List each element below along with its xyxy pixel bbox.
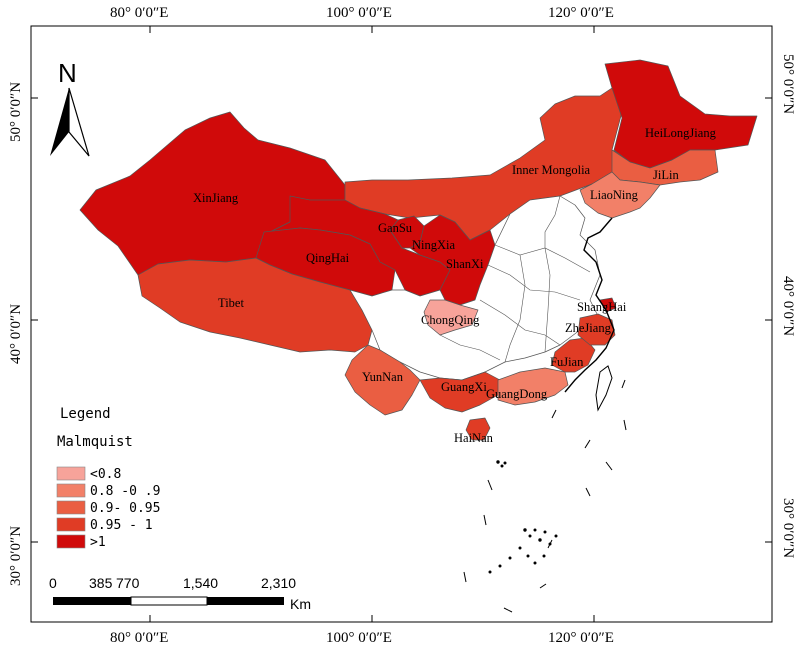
- label-guangdong: GuangDong: [486, 387, 548, 401]
- top-lon-label-80: 80° 0′0″E: [110, 5, 168, 21]
- north-arrow-label: N: [58, 58, 77, 88]
- north-arrow: N: [50, 58, 90, 157]
- legend-swatch-2: [56, 500, 86, 515]
- right-lat-label-40: 40° 0′0″N: [780, 276, 796, 336]
- label-inner-mongolia: Inner Mongolia: [512, 163, 591, 177]
- legend-label-3: 0.95 - 1: [90, 518, 153, 533]
- frame-ticks: [31, 26, 772, 622]
- interior-boundaries: [439, 195, 591, 363]
- north-arrow-left-half: [50, 88, 69, 156]
- top-lon-label-120: 120° 0′0″E: [548, 5, 614, 21]
- scale-label-0: 0: [49, 575, 57, 591]
- legend-swatch-1: [56, 483, 86, 498]
- province-fujian: [551, 337, 596, 373]
- label-qinghai: QingHai: [306, 251, 350, 265]
- legend-subtitle: Malmquist: [57, 434, 133, 450]
- legend-label-4: >1: [90, 535, 106, 550]
- coastline: [564, 217, 615, 393]
- label-shanghai: ShangHai: [577, 300, 627, 314]
- province-labels: XinJiang Tibet QingHai GanSu NingXia Sha…: [193, 126, 717, 445]
- scale-label-1540: 1,540: [183, 575, 218, 591]
- legend-rows: <0.8 0.8 -0 .9 0.9- 0.95 0.95 - 1 >1: [56, 466, 160, 550]
- left-lat-label-30: 30° 0′0″N: [8, 526, 24, 586]
- legend-label-2: 0.9- 0.95: [90, 501, 160, 516]
- province-central-white: [349, 195, 601, 381]
- scale-label-385: 385: [89, 575, 113, 591]
- label-jilin: JiLin: [653, 168, 679, 182]
- label-fujian: FuJian: [550, 355, 584, 369]
- label-heilongjiang: HeiLongJiang: [645, 126, 717, 140]
- province-liaoning: [579, 171, 661, 219]
- label-yunnan: YunNan: [362, 370, 404, 384]
- scale-segment-1: [53, 597, 131, 605]
- left-lat-label-50: 50° 0′0″N: [8, 82, 24, 142]
- scale-segment-3: [207, 597, 284, 605]
- taiwan-outline: [595, 365, 613, 412]
- province-tibet: [137, 257, 373, 353]
- label-zhejiang: ZheJiang: [565, 321, 612, 335]
- province-yunnan: [344, 344, 421, 416]
- label-shanxi: ShanXi: [446, 257, 484, 271]
- scale-bar: 0 385 770 1,540 2,310 Km: [49, 575, 311, 612]
- legend-swatch-0: [56, 466, 86, 481]
- legend-swatch-4: [56, 534, 86, 549]
- province-chongqing: [423, 299, 479, 336]
- scale-unit: Km: [290, 596, 311, 612]
- label-liaoning: LiaoNing: [590, 188, 639, 202]
- legend-label-1: 0.8 -0 .9: [90, 484, 160, 499]
- bottom-lon-label-80: 80° 0′0″E: [110, 630, 168, 646]
- scale-label-770: 770: [116, 575, 140, 591]
- legend-swatch-3: [56, 517, 86, 532]
- scale-segment-2: [130, 596, 208, 606]
- legend-label-0: <0.8: [90, 467, 121, 482]
- province-hainan: [465, 417, 491, 441]
- right-lat-label-50: 50° 0′0″N: [780, 54, 796, 114]
- label-gansu: GanSu: [378, 221, 413, 235]
- scale-label-2310: 2,310: [261, 575, 296, 591]
- label-guangxi: GuangXi: [441, 380, 487, 394]
- label-hainan: HaiNan: [454, 431, 494, 445]
- label-chongqing: ChongQing: [421, 313, 480, 327]
- label-tibet: Tibet: [218, 296, 244, 310]
- left-lat-label-40: 40° 0′0″N: [8, 304, 24, 364]
- legend-title: Legend: [60, 406, 111, 422]
- south-china-sea-features: [463, 379, 627, 613]
- label-xinjiang: XinJiang: [193, 191, 239, 205]
- legend: Legend Malmquist <0.8 0.8 -0 .9 0.9- 0.95 0…: [56, 406, 160, 550]
- province-guangdong: [497, 367, 569, 406]
- bottom-lon-label-120: 120° 0′0″E: [548, 630, 614, 646]
- bottom-lon-label-100: 100° 0′0″E: [326, 630, 392, 646]
- province-shapes: [79, 59, 758, 441]
- top-lon-label-100: 100° 0′0″E: [326, 5, 392, 21]
- label-ningxia: NingXia: [412, 238, 456, 252]
- north-arrow-right-half: [68, 87, 90, 157]
- right-lat-label-30: 30° 0′0″N: [780, 498, 796, 558]
